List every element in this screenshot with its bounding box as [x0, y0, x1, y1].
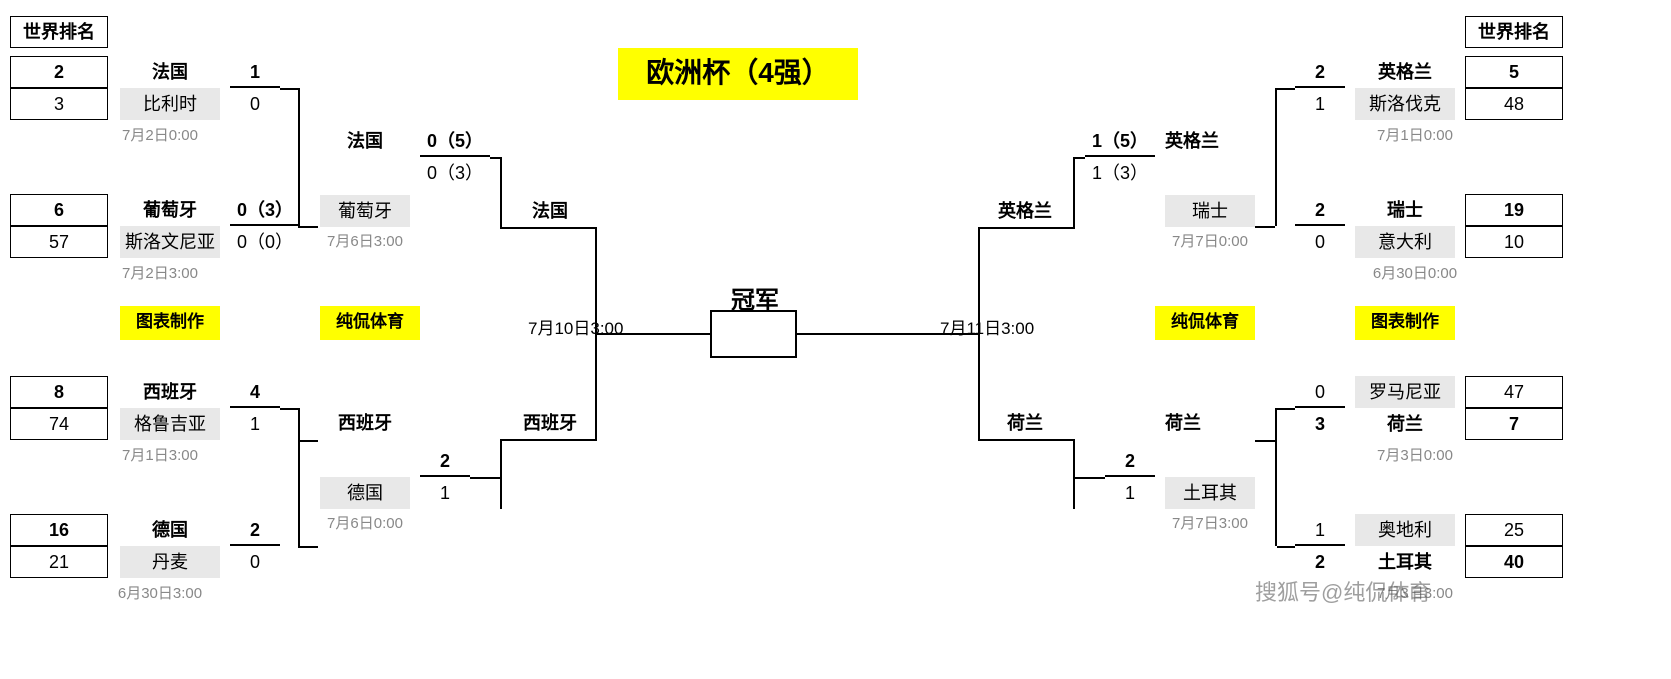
score: 0	[230, 88, 280, 120]
match-date: 7月1日3:00	[90, 444, 230, 465]
qf-team: 英格兰	[1165, 125, 1255, 157]
rank-cell: 57	[10, 226, 108, 258]
rank-cell: 3	[10, 88, 108, 120]
team-name: 斯洛文尼亚	[120, 226, 220, 258]
qf-team: 土耳其	[1165, 477, 1255, 509]
credit-tag: 图表制作	[120, 306, 220, 340]
watermark: 搜狐号@纯侃体育	[1255, 575, 1431, 607]
sf-team: 荷兰	[985, 407, 1065, 439]
bracket-title: 欧洲杯（4强）	[618, 48, 858, 100]
match-date: 7月6日3:00	[305, 230, 425, 251]
match-date: 7月7日3:00	[1150, 512, 1270, 533]
score: 1	[1295, 88, 1345, 120]
score: 0（0）	[230, 226, 300, 258]
team-name: 土耳其	[1355, 546, 1455, 578]
qf-score: 0（3）	[420, 157, 490, 189]
score: 3	[1295, 408, 1345, 440]
score: 0	[230, 546, 280, 578]
match-date: 7月2日3:00	[90, 262, 230, 283]
score: 0	[1295, 376, 1345, 408]
score: 2	[230, 514, 280, 546]
rank-cell: 40	[1465, 546, 1563, 578]
score: 2	[1295, 194, 1345, 226]
team-name: 罗马尼亚	[1355, 376, 1455, 408]
rank-cell: 48	[1465, 88, 1563, 120]
team-name: 英格兰	[1355, 56, 1455, 88]
score: 1	[230, 56, 280, 88]
team-name: 荷兰	[1355, 408, 1455, 440]
qf-team: 法国	[320, 125, 410, 157]
qf-score: 1（3）	[1085, 157, 1155, 189]
sf-team: 西班牙	[510, 407, 590, 439]
score: 4	[230, 376, 280, 408]
rank-cell: 6	[10, 194, 108, 226]
sf-team: 英格兰	[985, 195, 1065, 227]
rank-cell: 5	[1465, 56, 1563, 88]
match-date: 7月7日0:00	[1150, 230, 1270, 251]
team-name: 奥地利	[1355, 514, 1455, 546]
qf-team: 荷兰	[1165, 407, 1255, 439]
qf-score: 1（5）	[1085, 125, 1155, 157]
match-date: 7月2日0:00	[90, 124, 230, 145]
team-name: 德国	[120, 514, 220, 546]
rank-cell: 7	[1465, 408, 1563, 440]
credit-tag: 图表制作	[1355, 306, 1455, 340]
score: 2	[1295, 546, 1345, 578]
rank-header-right: 世界排名	[1465, 16, 1563, 48]
team-name: 比利时	[120, 88, 220, 120]
match-date: 6月30日0:00	[1345, 262, 1485, 283]
score: 1	[230, 408, 280, 440]
rank-cell: 47	[1465, 376, 1563, 408]
score: 0（3）	[230, 194, 300, 226]
qf-team: 葡萄牙	[320, 195, 410, 227]
rank-cell: 16	[10, 514, 108, 546]
team-name: 格鲁吉亚	[120, 408, 220, 440]
qf-score: 2	[420, 445, 470, 477]
score: 0	[1295, 226, 1345, 258]
qf-team: 西班牙	[320, 407, 410, 439]
qf-score: 2	[1105, 445, 1155, 477]
team-name: 西班牙	[120, 376, 220, 408]
match-date: 7月6日0:00	[305, 512, 425, 533]
sf-date: 7月10日3:00	[528, 314, 623, 339]
team-name: 意大利	[1355, 226, 1455, 258]
team-name: 丹麦	[120, 546, 220, 578]
team-name: 斯洛伐克	[1355, 88, 1455, 120]
score: 2	[1295, 56, 1345, 88]
team-name: 瑞士	[1355, 194, 1455, 226]
sf-team: 法国	[510, 195, 590, 227]
match-date: 6月30日3:00	[90, 582, 230, 603]
credit-tag: 纯侃体育	[1155, 306, 1255, 340]
rank-header-left: 世界排名	[10, 16, 108, 48]
qf-team: 德国	[320, 477, 410, 509]
rank-cell: 74	[10, 408, 108, 440]
match-date: 7月1日0:00	[1345, 124, 1485, 145]
qf-team: 瑞士	[1165, 195, 1255, 227]
team-name: 葡萄牙	[120, 194, 220, 226]
match-date: 7月3日0:00	[1345, 444, 1485, 465]
qf-score: 1	[1105, 477, 1155, 509]
rank-cell: 8	[10, 376, 108, 408]
qf-score: 0（5）	[420, 125, 490, 157]
credit-tag: 纯侃体育	[320, 306, 420, 340]
sf-date: 7月11日3:00	[940, 314, 1034, 339]
rank-cell: 2	[10, 56, 108, 88]
qf-score: 1	[420, 477, 470, 509]
rank-cell: 10	[1465, 226, 1563, 258]
rank-cell: 21	[10, 546, 108, 578]
score: 1	[1295, 514, 1345, 546]
rank-cell: 19	[1465, 194, 1563, 226]
rank-cell: 25	[1465, 514, 1563, 546]
team-name: 法国	[120, 56, 220, 88]
